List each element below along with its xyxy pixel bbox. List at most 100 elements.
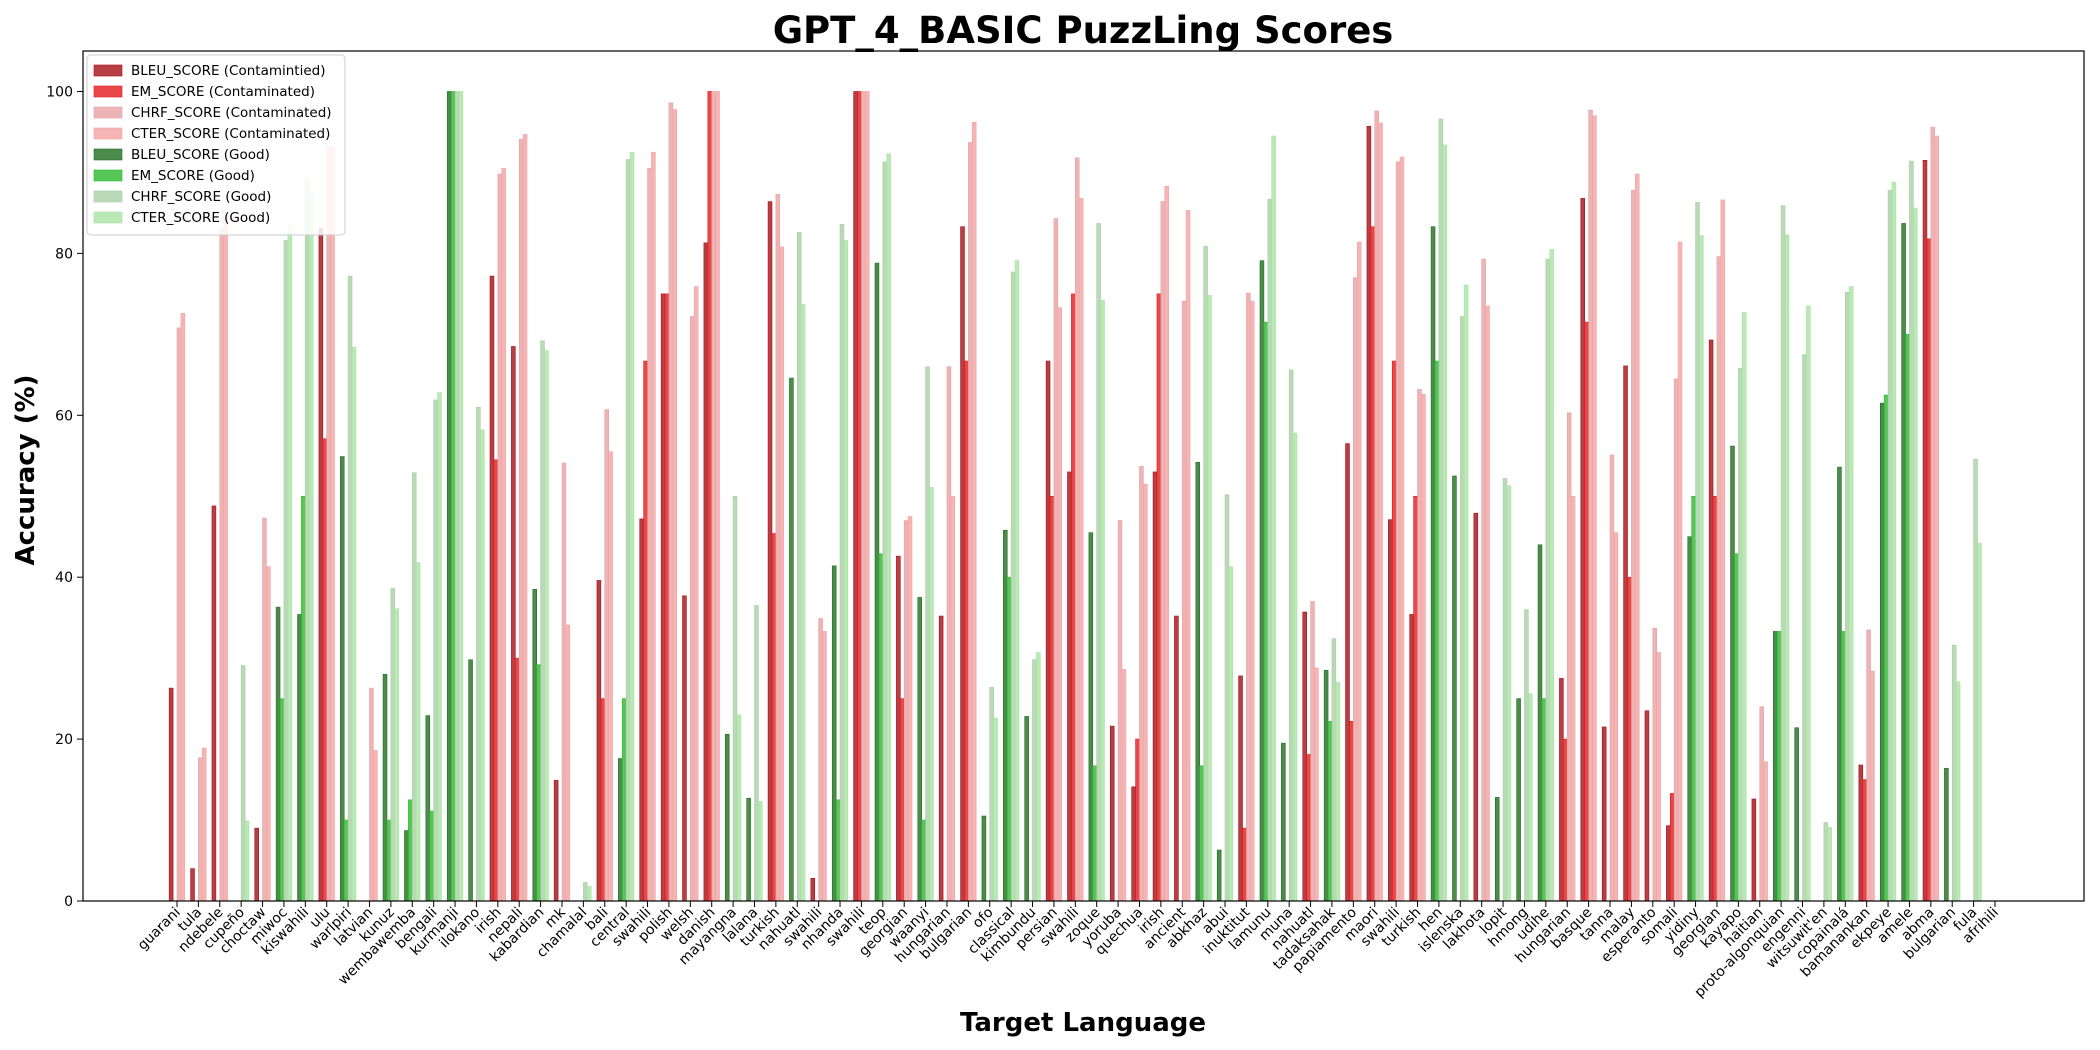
bar xyxy=(522,134,528,902)
bar xyxy=(1459,316,1465,902)
bar xyxy=(1421,393,1426,902)
bar xyxy=(596,580,602,902)
bar xyxy=(1773,631,1778,902)
legend: BLEU_SCORE (Contamintied) EM_SCORE (Conta… xyxy=(86,54,346,236)
bar xyxy=(1699,235,1704,902)
bar xyxy=(476,406,481,902)
bar xyxy=(1759,706,1764,902)
bar xyxy=(1323,669,1329,902)
bar xyxy=(1434,360,1440,902)
bar xyxy=(1413,495,1418,902)
bar xyxy=(1951,644,1957,902)
bar xyxy=(198,757,203,902)
bar xyxy=(693,286,699,902)
bar xyxy=(758,801,763,902)
bar xyxy=(1388,519,1393,902)
bar xyxy=(1246,292,1251,902)
bar xyxy=(779,246,784,902)
bar xyxy=(211,505,217,902)
bar xyxy=(1203,245,1208,902)
bar xyxy=(1566,412,1572,902)
bar xyxy=(1613,532,1619,902)
bar xyxy=(789,377,794,902)
bar xyxy=(800,304,806,902)
bar xyxy=(493,459,499,902)
bar xyxy=(1356,241,1362,902)
bar xyxy=(1652,627,1657,902)
bar xyxy=(386,819,392,902)
bar xyxy=(775,193,781,902)
bar xyxy=(1806,305,1811,902)
bar xyxy=(373,750,378,902)
x-axis-title: Target Language xyxy=(960,1008,1206,1038)
bar xyxy=(219,228,224,902)
bar xyxy=(1677,241,1683,902)
bar xyxy=(1502,478,1508,902)
bar xyxy=(351,346,357,902)
bar xyxy=(1216,849,1222,902)
bar xyxy=(1207,295,1212,902)
bar xyxy=(394,608,399,902)
bar xyxy=(989,686,994,902)
bar xyxy=(1549,249,1554,902)
bar xyxy=(746,797,751,902)
bar xyxy=(553,780,559,902)
bar xyxy=(668,102,674,902)
bar xyxy=(664,293,670,902)
bar xyxy=(330,146,335,902)
bar xyxy=(1071,293,1076,902)
bar xyxy=(1537,544,1543,902)
bar xyxy=(1528,693,1533,902)
bar xyxy=(1224,494,1230,902)
bar xyxy=(1053,218,1059,902)
bar xyxy=(586,886,592,902)
bar xyxy=(899,698,905,902)
legend-label: EM_SCORE (Contaminated) xyxy=(131,84,315,100)
bar xyxy=(1152,471,1158,902)
bar xyxy=(946,366,952,902)
bar xyxy=(1335,682,1341,902)
bar xyxy=(305,177,310,902)
bar xyxy=(1378,122,1383,902)
bar xyxy=(1866,629,1871,902)
bar xyxy=(1887,189,1893,902)
bar xyxy=(1374,110,1379,902)
bar xyxy=(1292,432,1298,902)
bar xyxy=(536,664,541,902)
y-tick-label: 0 xyxy=(64,894,73,910)
bar xyxy=(468,659,473,902)
bar xyxy=(446,91,452,902)
bar xyxy=(1238,675,1243,902)
bar xyxy=(1934,135,1939,902)
bar xyxy=(651,151,656,902)
bar xyxy=(1644,710,1650,902)
legend-swatch xyxy=(93,190,123,203)
bar xyxy=(1738,368,1743,902)
bar xyxy=(1784,234,1790,902)
bar xyxy=(1656,652,1661,902)
bar xyxy=(921,819,926,902)
bar xyxy=(297,614,302,902)
bar xyxy=(244,820,250,902)
bar xyxy=(1438,118,1444,902)
bar xyxy=(1870,670,1875,902)
bar xyxy=(1837,466,1842,902)
chart-title: GPT_4_BASIC PuzzLing Scores xyxy=(773,9,1394,52)
bar xyxy=(822,631,827,902)
bar xyxy=(433,399,438,902)
bar xyxy=(454,91,460,902)
bar xyxy=(1452,475,1457,902)
bar xyxy=(950,495,956,902)
bar xyxy=(1930,126,1936,902)
bar xyxy=(618,758,623,902)
legend-label: CHRF_SCORE (Contaminated) xyxy=(131,105,332,121)
bar xyxy=(1631,189,1636,902)
bar xyxy=(223,212,228,902)
bar xyxy=(1417,389,1422,902)
bar xyxy=(1250,300,1255,902)
plot-frame xyxy=(82,50,2085,902)
bar xyxy=(532,589,537,902)
bar xyxy=(1763,761,1768,902)
bar xyxy=(839,223,845,902)
